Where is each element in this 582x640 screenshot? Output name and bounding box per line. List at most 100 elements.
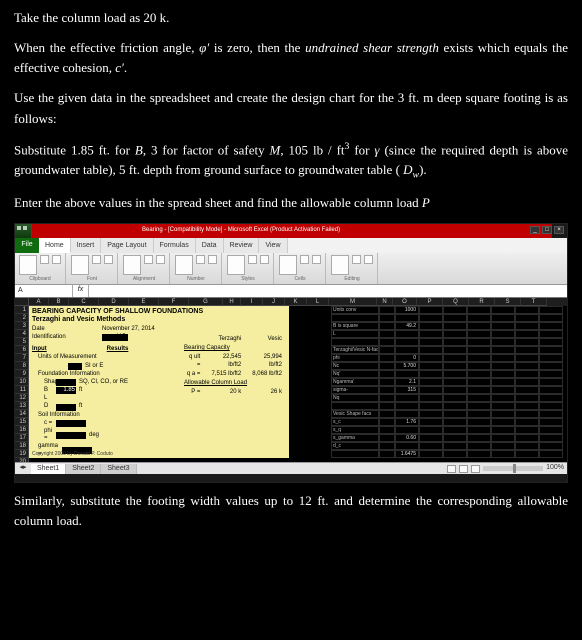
date-label: Date xyxy=(32,326,102,333)
ribbon-button[interactable] xyxy=(175,255,193,275)
row-header[interactable]: 4 xyxy=(15,330,28,338)
col-header-K[interactable]: K xyxy=(285,298,307,306)
ribbon-button[interactable] xyxy=(364,255,373,264)
ribbon-tab-page-layout[interactable]: Page Layout xyxy=(101,238,153,253)
row-header[interactable]: 18 xyxy=(15,442,28,450)
sheet-tab-sheet3[interactable]: Sheet3 xyxy=(101,464,136,474)
ribbon-tab-view[interactable]: View xyxy=(259,238,287,253)
col-header-J[interactable]: J xyxy=(263,298,285,306)
dark-cell xyxy=(491,306,515,314)
row-header[interactable]: 17 xyxy=(15,434,28,442)
row-header[interactable]: 2 xyxy=(15,314,28,322)
fx-icon[interactable]: fx xyxy=(73,285,89,297)
row-header[interactable]: 8 xyxy=(15,362,28,370)
d-input[interactable] xyxy=(56,404,76,411)
ribbon-button[interactable] xyxy=(71,255,89,275)
ribbon-tab-review[interactable]: Review xyxy=(224,238,260,253)
row-header[interactable]: 13 xyxy=(15,402,28,410)
ribbon-button[interactable] xyxy=(312,255,321,264)
row-header[interactable]: 1 xyxy=(15,306,28,314)
ribbon-button[interactable] xyxy=(300,255,309,264)
b-input[interactable]: 1.85 xyxy=(56,387,76,394)
col-header-Q[interactable]: Q xyxy=(443,298,469,306)
worksheet-yellow-region: BEARING CAPACITY OF SHALLOW FOUNDATIONS … xyxy=(29,306,289,458)
ribbon-tab-home[interactable]: Home xyxy=(39,238,71,253)
ribbon-button[interactable] xyxy=(19,255,37,275)
col-header-M[interactable]: M xyxy=(329,298,377,306)
ribbon-button[interactable] xyxy=(144,255,153,264)
row-headers[interactable]: 1234567891011121314151617181920 xyxy=(15,298,29,462)
ribbon-button[interactable] xyxy=(279,255,297,275)
col-header-A[interactable]: A xyxy=(29,298,49,306)
col-header-B[interactable]: B xyxy=(49,298,69,306)
ribbon-button[interactable] xyxy=(208,255,217,264)
view-break-button[interactable] xyxy=(471,465,480,473)
ribbon-tab-insert[interactable]: Insert xyxy=(71,238,102,253)
worksheet-grid[interactable]: 1234567891011121314151617181920 ABCDEFGH… xyxy=(15,298,567,462)
zoom-slider[interactable] xyxy=(483,466,543,471)
col-header-C[interactable]: C xyxy=(69,298,99,306)
view-layout-button[interactable] xyxy=(459,465,468,473)
col-header-O[interactable]: O xyxy=(393,298,417,306)
ribbon-tab-formulas[interactable]: Formulas xyxy=(154,238,196,253)
col-header-R[interactable]: R xyxy=(469,298,495,306)
row-header[interactable]: 3 xyxy=(15,322,28,330)
col-header-F[interactable]: F xyxy=(159,298,189,306)
col-header-E[interactable]: E xyxy=(129,298,159,306)
paragraph-6: Similarly, substitute the footing width … xyxy=(14,491,568,531)
col-header-P[interactable]: P xyxy=(417,298,443,306)
phi-input[interactable] xyxy=(56,432,86,439)
row-header[interactable]: 9 xyxy=(15,370,28,378)
qult-terzaghi: 22,545 lb/ft2 xyxy=(205,354,244,368)
formula-input[interactable] xyxy=(89,285,567,297)
row-header[interactable]: 16 xyxy=(15,426,28,434)
ribbon-button[interactable] xyxy=(104,255,113,264)
units-input[interactable] xyxy=(68,363,82,370)
ribbon-button[interactable] xyxy=(156,255,165,264)
window-minimize-button[interactable]: _ xyxy=(530,226,540,234)
ribbon-button[interactable] xyxy=(352,255,361,264)
row-header[interactable]: 6 xyxy=(15,346,28,354)
col-header-H[interactable]: H xyxy=(223,298,241,306)
ribbon-button[interactable] xyxy=(227,255,245,275)
row-header[interactable]: 5 xyxy=(15,338,28,346)
window-close-button[interactable]: × xyxy=(554,226,564,234)
dark-cell xyxy=(395,330,419,338)
col-header-I[interactable]: I xyxy=(241,298,263,306)
ribbon-tab-data[interactable]: Data xyxy=(196,238,224,253)
ribbon-button[interactable] xyxy=(123,255,141,275)
sheet-tab-sheet1[interactable]: Sheet1 xyxy=(31,464,66,474)
col-header-S[interactable]: S xyxy=(495,298,521,306)
col-header-N[interactable]: N xyxy=(377,298,393,306)
shape-input[interactable] xyxy=(56,379,76,386)
row-header[interactable]: 12 xyxy=(15,394,28,402)
file-tab[interactable]: File xyxy=(15,238,39,253)
row-header[interactable]: 14 xyxy=(15,410,28,418)
dark-cell xyxy=(419,306,443,314)
column-headers[interactable]: ABCDEFGHIJKLMNOPQRST xyxy=(29,298,567,306)
view-normal-button[interactable] xyxy=(447,465,456,473)
col-header-D[interactable]: D xyxy=(99,298,129,306)
name-box[interactable]: A xyxy=(15,285,73,297)
row-header[interactable]: 10 xyxy=(15,378,28,386)
ribbon-button[interactable] xyxy=(248,255,257,264)
col-header-T[interactable]: T xyxy=(521,298,547,306)
quick-access-corner[interactable] xyxy=(15,224,32,238)
sheet-tab-sheet2[interactable]: Sheet2 xyxy=(66,464,101,474)
ribbon-button[interactable] xyxy=(331,255,349,275)
row-header[interactable]: 11 xyxy=(15,386,28,394)
col-header-G[interactable]: G xyxy=(189,298,223,306)
ribbon-button[interactable] xyxy=(40,255,49,264)
row-header[interactable]: 7 xyxy=(15,354,28,362)
col-header-L[interactable]: L xyxy=(307,298,329,306)
sheet-nav-icon[interactable]: ◂▸ xyxy=(15,463,31,474)
row-header[interactable]: 19 xyxy=(15,450,28,458)
ribbon-button[interactable] xyxy=(260,255,269,264)
c-input[interactable] xyxy=(56,420,86,427)
ribbon-button[interactable] xyxy=(92,255,101,264)
ribbon-button[interactable] xyxy=(52,255,61,264)
row-header[interactable]: 20 xyxy=(15,458,28,462)
row-header[interactable]: 15 xyxy=(15,418,28,426)
window-maximize-button[interactable]: □ xyxy=(542,226,552,234)
ribbon-button[interactable] xyxy=(196,255,205,264)
